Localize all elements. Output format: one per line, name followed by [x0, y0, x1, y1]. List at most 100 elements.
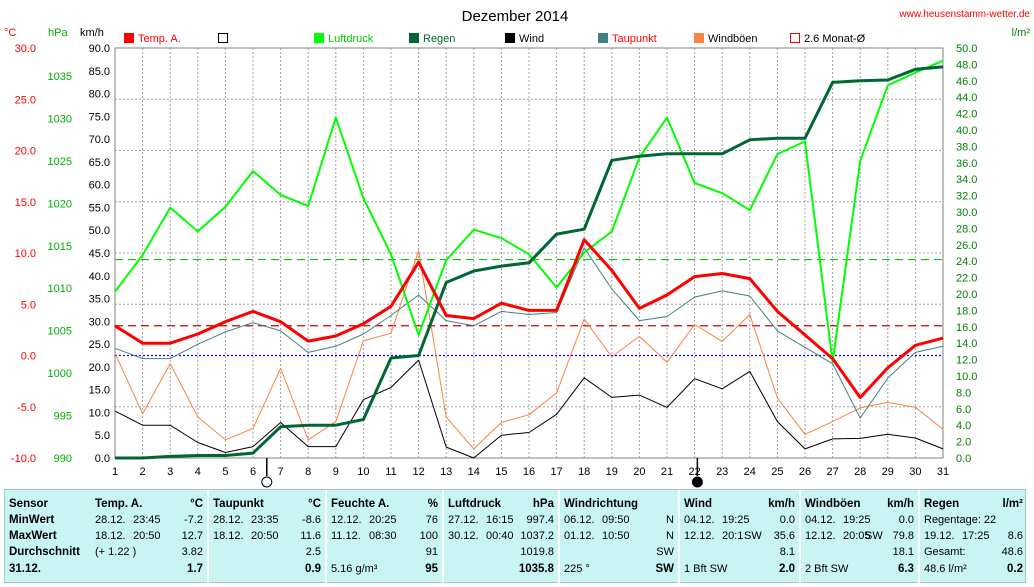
wind-tick-label: 10.0: [89, 407, 110, 419]
chart-title: Dezember 2014: [462, 8, 569, 25]
stats-header-row: Windrichtung: [564, 497, 674, 511]
stats-avg-value: 8.1: [779, 546, 795, 558]
wind-tick-label: 40.0: [89, 271, 110, 283]
rain-tick-label: 20.0: [956, 289, 977, 301]
legend-label: Luftdruck: [328, 33, 374, 45]
wind-tick-label: 75.0: [89, 111, 110, 123]
stats-max-time: 10:50: [602, 530, 630, 542]
wind-tick-label: 35.0: [89, 294, 110, 306]
stats-label-min: MinWert: [9, 514, 55, 526]
stats-max-value: 79.8: [892, 530, 914, 542]
stats-avg-row: (+ 1.22 ) 3.82: [95, 545, 203, 559]
stats-current-value: SW: [655, 563, 674, 575]
stats-col-title: Luftdruck: [448, 498, 502, 510]
wind-tick-label: 15.0: [89, 385, 110, 397]
rain-tick-label: 34.0: [956, 174, 977, 186]
stats-avg-row: SW: [564, 545, 674, 559]
x-tick-label: 23: [716, 466, 728, 478]
chart-grid: [114, 47, 944, 459]
stats-min-date: 06.12.: [564, 514, 595, 526]
stats-max-extra: SW: [744, 530, 762, 542]
stats-min-row: Regentage: 22: [924, 513, 1023, 527]
stats-min-row: 12.12. 20:25 76: [331, 513, 438, 527]
stats-max-time: 00:40: [486, 530, 514, 542]
stats-column: Feuchte A.% 12.12. 20:25 76 11.12. 08:30 100 91…: [325, 490, 442, 584]
stats-max-time: 17:25: [962, 530, 990, 542]
press-tick-label: 1030: [48, 113, 72, 125]
legend-label: Wind: [519, 33, 544, 45]
stats-min-row: 28.12. 23:45 -7.2: [95, 513, 203, 527]
stats-avg-row: 8.1: [684, 545, 795, 559]
site-url[interactable]: www.heusenstamm-wetter.de: [898, 9, 1030, 20]
stats-min-row: 06.12. 09:50 N: [564, 513, 674, 527]
stats-current-row: 2 Bft SW 6.3: [805, 562, 914, 576]
legend-swatch: [314, 33, 324, 43]
stats-column: Luftdruck hPa 27.12. 16:15 997.4 30.12. 00:40 1…: [442, 490, 558, 584]
stats-max-date: 01.12.: [564, 530, 595, 542]
stats-max-row: 18.12. 20:50 12.7: [95, 529, 203, 543]
stats-avg-value: SW: [656, 546, 674, 558]
rain-tick-label: 32.0: [956, 191, 977, 203]
x-tick-label: 20: [633, 466, 645, 478]
x-tick-label: 2: [140, 466, 146, 478]
stats-col-title: Feuchte A.: [331, 498, 390, 510]
stats-col-unit: l/m²: [1002, 498, 1023, 510]
rain-tick-label: 4.0: [956, 420, 971, 432]
wind-tick-label: 45.0: [89, 248, 110, 260]
x-tick-label: 18: [578, 466, 590, 478]
stats-col-title: Regen: [924, 498, 960, 510]
x-tick-label: 19: [606, 466, 618, 478]
stats-max-date: 30.12.: [448, 530, 479, 542]
legend-swatch: [598, 33, 608, 43]
stats-column: Regen l/m² Regentage: 22 19.12. 17:25 8.6 Gesa…: [918, 490, 1027, 584]
stats-header-row: Regen l/m²: [924, 497, 1023, 511]
stats-min-value: 0.0: [898, 514, 914, 526]
press-tick-label: 995: [54, 411, 72, 423]
stats-avg-row: Gesamt: 48.6: [924, 545, 1023, 559]
stats-min-value: 76: [425, 514, 438, 526]
stats-col-title: Taupunkt: [213, 498, 264, 510]
x-tick-label: 27: [826, 466, 838, 478]
x-tick-label: 9: [333, 466, 339, 478]
stats-header-row: Taupunkt °C: [213, 497, 321, 511]
stats-max-time: 20:50: [251, 530, 279, 542]
x-tick-label: 25: [771, 466, 783, 478]
stats-avg-row: 1019.8: [448, 545, 554, 559]
stats-max-date: 11.12.: [331, 530, 361, 542]
series-line-windb-en: [114, 250, 944, 450]
x-tick-label: 30: [909, 466, 921, 478]
x-tick-label: 28: [854, 466, 866, 478]
chart-legend: Temp. A. Luftdruck Regen Wind Taupunkt Windbö…: [124, 33, 866, 45]
rain-tick-label: 40.0: [956, 125, 977, 137]
rain-tick-label: 36.0: [956, 158, 977, 170]
x-tick-label: 11: [385, 466, 396, 478]
stats-min-date: 28.12.: [95, 514, 126, 526]
stats-col-unit: hPa: [532, 498, 554, 510]
press-tick-label: 1010: [48, 283, 72, 295]
stats-max-row: 12.12. 20:05 SW 79.8: [805, 529, 914, 543]
temp-tick-label: 25.0: [15, 94, 36, 106]
rain-tick-label: 24.0: [956, 256, 977, 268]
stats-avg-value: 2.5: [305, 546, 321, 558]
temp-tick-label: -5.0: [17, 402, 36, 414]
weather-chart: Dezember 2014 www.heusenstamm-wetter.de …: [4, 8, 1030, 488]
wind-tick-label: 65.0: [89, 157, 110, 169]
x-tick-label: 31: [937, 466, 949, 478]
stats-max-value: 100: [419, 530, 438, 542]
stats-min-value: -7.2: [184, 514, 203, 526]
chart-series: [114, 59, 944, 460]
stats-avg-value: 91: [425, 546, 438, 558]
stats-current-value: 2.0: [779, 563, 795, 575]
rain-tick-label: 14.0: [956, 338, 977, 350]
stats-min-value: 997.4: [526, 514, 554, 526]
stats-header-sensor: Sensor: [9, 498, 48, 510]
stats-label-avg: Durchschnitt: [9, 546, 80, 558]
stats-max-date: 19.12.: [924, 530, 955, 542]
temp-tick-label: 5.0: [21, 299, 36, 311]
stats-max-time: 20:50: [133, 530, 161, 542]
legend-swatch: [124, 33, 134, 43]
moon-markers: [261, 458, 703, 488]
stats-max-time: 20:05: [843, 530, 871, 542]
x-tick-label: 7: [278, 466, 284, 478]
rain-tick-label: 18.0: [956, 305, 977, 317]
